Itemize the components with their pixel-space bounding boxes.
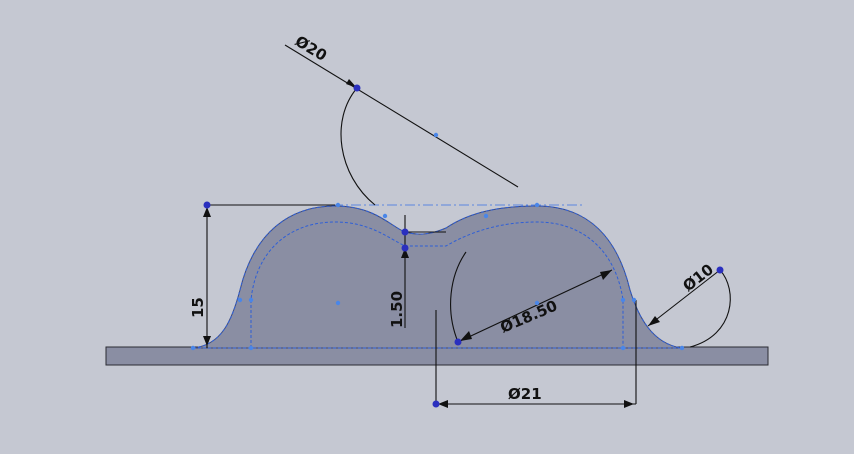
sketch-point-small[interactable] [335,300,341,306]
sketch-point-small[interactable] [631,297,637,303]
sketch-point-small[interactable] [237,297,243,303]
sketch-point-small[interactable] [335,202,341,208]
sketch-point-small[interactable] [248,345,254,351]
sketch-point-small[interactable] [620,297,626,303]
arrow-height-bottom [203,336,211,346]
arrow-d21-right [624,400,634,408]
arrow-d18-b [460,331,472,341]
sketch-point-small[interactable] [433,132,439,138]
dim-line-d10 [647,269,721,327]
arc-d18 [450,251,467,343]
arrow-d10 [648,316,660,326]
sketch-point-small[interactable] [382,213,388,219]
arrow-d21-left [438,400,448,408]
dim-d21[interactable]: Ø21 [508,385,542,403]
sketch-point-small[interactable] [190,345,196,351]
sketch-point-small[interactable] [483,213,489,219]
arrow-d18-a [600,270,612,280]
sketch-point[interactable] [401,228,409,236]
arrow-height-top [203,207,211,217]
part-profile[interactable] [192,205,683,349]
dim-height[interactable]: 15 [189,297,207,318]
sketch-point[interactable] [401,244,409,252]
arc-d20 [340,87,376,206]
dim-line-d18 [457,269,613,343]
arrow-thickness [401,248,409,258]
sketch-point-small[interactable] [534,202,540,208]
sketch-point-small[interactable] [248,297,254,303]
arc-d10 [689,269,731,348]
dim-d10[interactable]: Ø10 [679,260,717,295]
sketch-point-small[interactable] [620,345,626,351]
dim-thickness[interactable]: 1.50 [388,291,406,328]
arrow-d20 [346,79,357,88]
inner-offset-sketch [250,221,624,348]
sketch-point[interactable] [454,338,462,346]
outer-offset-sketch [192,205,683,349]
base-plate[interactable] [105,346,769,366]
sketch-point[interactable] [432,400,440,408]
sketch-point[interactable] [716,266,724,274]
sketch-point-small[interactable] [534,300,540,306]
dim-line-d20 [284,44,519,188]
dim-d20[interactable]: Ø20 [292,32,330,65]
sketch-point[interactable] [353,84,361,92]
sketch-point-small[interactable] [679,345,685,351]
sketch-point[interactable] [203,201,211,209]
